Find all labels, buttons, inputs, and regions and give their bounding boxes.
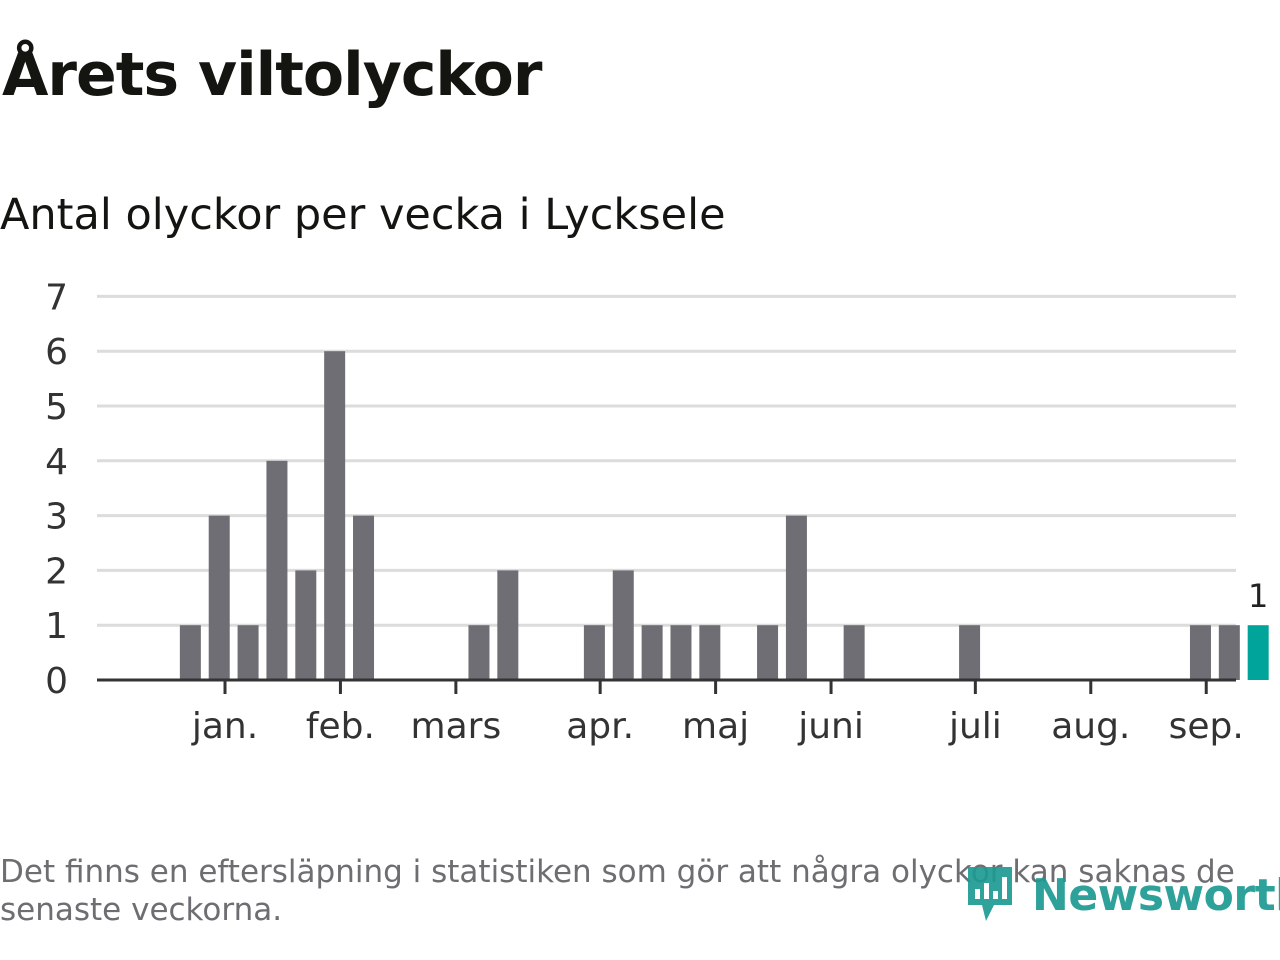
bar <box>468 625 490 680</box>
bar-highlight <box>1247 625 1269 680</box>
x-tick-label: juli <box>948 706 1002 747</box>
bar <box>324 351 346 680</box>
bar <box>208 515 230 680</box>
x-tick-label: maj <box>682 706 749 747</box>
bar <box>1218 625 1240 680</box>
bar <box>353 515 375 680</box>
bar <box>641 625 663 680</box>
bar <box>785 515 807 680</box>
y-tick-label: 5 <box>45 387 68 428</box>
y-tick-label: 1 <box>45 606 68 647</box>
newsworthy-logo-text: Newsworthy <box>1032 869 1280 921</box>
x-tick-label: apr. <box>566 706 634 747</box>
x-tick-label: juni <box>797 706 864 747</box>
bar <box>959 625 981 680</box>
bars <box>179 351 1269 680</box>
y-tick-label: 6 <box>45 332 68 373</box>
x-tick-label: feb. <box>306 706 375 747</box>
bar-chart: 0 1 2 3 4 5 6 7 jan. feb. mars apr. maj juni juli aug.… <box>45 277 1269 747</box>
bar <box>266 460 288 680</box>
chart-title: Årets viltolyckor <box>2 40 542 110</box>
x-tick-label: sep. <box>1169 706 1244 747</box>
data-labels: 1 <box>1248 577 1268 615</box>
footnote: Det finns en eftersläpning i statistiken… <box>0 854 1235 928</box>
bar <box>699 625 721 680</box>
bar <box>1189 625 1211 680</box>
chart-subtitle: Antal olyckor per vecka i Lycksele <box>0 190 726 240</box>
bar <box>843 625 865 680</box>
bar <box>179 625 201 680</box>
bar <box>497 570 519 680</box>
x-tick-label: jan. <box>191 706 258 747</box>
bar <box>612 570 634 680</box>
bar <box>757 625 779 680</box>
y-tick-label: 3 <box>45 497 68 538</box>
newsworthy-logo-icon <box>964 861 1016 929</box>
y-tick-label: 2 <box>45 551 68 592</box>
y-tick-label: 4 <box>45 442 68 483</box>
x-tick-label: mars <box>411 706 502 747</box>
bar <box>237 625 259 680</box>
bar <box>670 625 692 680</box>
bar <box>583 625 605 680</box>
newsworthy-logo: Newsworthy <box>964 862 1280 928</box>
bar <box>295 570 317 680</box>
x-tick-label: aug. <box>1051 706 1130 747</box>
y-axis-ticks: 0 1 2 3 4 5 6 7 <box>45 277 68 702</box>
x-axis-ticks: jan. feb. mars apr. maj juni juli aug. sep. <box>191 680 1244 747</box>
data-label: 1 <box>1248 577 1268 615</box>
y-tick-label: 0 <box>45 661 68 702</box>
y-tick-label: 7 <box>45 277 68 318</box>
